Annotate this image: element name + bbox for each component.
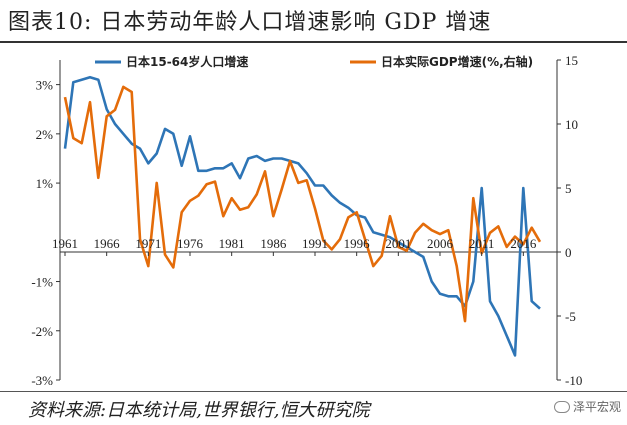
watermark: 泽平宏观 <box>553 398 621 415</box>
y-left-tick-label: 2% <box>36 127 54 142</box>
wechat-icon <box>553 400 570 413</box>
legend-label: 日本15-64岁人口增速 <box>126 54 248 69</box>
x-tick-label: 1981 <box>219 236 245 251</box>
chart-legend: 日本15-64岁人口增速 日本实际GDP增速(%,右轴) <box>95 54 533 69</box>
legend-label: 日本实际GDP增速(%,右轴) <box>381 54 533 69</box>
y-right-tick-label: 5 <box>565 181 572 196</box>
x-tick-label: 1966 <box>94 236 121 251</box>
working-age-population-line <box>63 75 541 357</box>
y-left-tick-label: 1% <box>36 176 54 191</box>
x-tick-label: 1976 <box>177 236 204 251</box>
y-right-tick-label: -5 <box>565 309 576 324</box>
x-tick-label: 1991 <box>302 236 328 251</box>
chart-lines <box>63 75 542 357</box>
x-tick-label: 2001 <box>385 236 411 251</box>
page-title: 图表10: 日本劳动年龄人口增速影响 GDP 增速 <box>8 10 492 35</box>
y-right-tick-label: 15 <box>565 53 578 68</box>
x-tick-label: 1971 <box>135 236 161 251</box>
title-divider <box>0 41 627 43</box>
y-left-tick-label: 3% <box>36 78 54 93</box>
x-tick-label: 2011 <box>469 236 495 251</box>
chart-ticks: -3% -2% -1% 1% 2% 3% -10 -5 0 5 10 15 1961 1966 1971 19… <box>31 53 582 388</box>
source-divider <box>0 391 627 392</box>
y-right-tick-label: -10 <box>565 373 582 388</box>
y-right-tick-label: 0 <box>565 245 572 260</box>
y-left-tick-label: -3% <box>31 373 53 388</box>
chart-axes <box>59 60 558 380</box>
y-left-tick-label: -1% <box>31 275 53 290</box>
watermark-text: 泽平宏观 <box>572 400 621 414</box>
x-tick-label: 2006 <box>427 236 454 251</box>
x-tick-label: 2016 <box>510 236 537 251</box>
x-tick-label: 1961 <box>52 236 78 251</box>
x-tick-label: 1996 <box>344 236 371 251</box>
source-note: 资料来源:日本统计局,世界银行,恒大研究院 <box>28 400 370 421</box>
x-tick-label: 1986 <box>260 236 287 251</box>
gdp-growth-line <box>63 85 542 323</box>
y-left-tick-label: -2% <box>31 324 53 339</box>
y-right-tick-label: 10 <box>565 117 578 132</box>
